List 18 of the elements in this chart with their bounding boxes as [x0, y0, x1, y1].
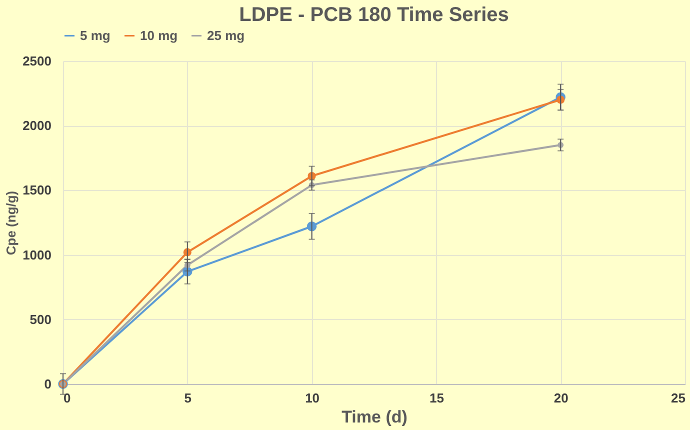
x-tick-label: 10: [305, 390, 320, 406]
y-tick-label: 500: [30, 312, 52, 327]
x-tick-label: 0: [64, 390, 71, 406]
y-tick-label: 1500: [22, 182, 52, 198]
legend-label: 25 mg: [207, 28, 245, 43]
x-axis-title: Time (d): [342, 408, 408, 426]
y-axis-title: Cpe (ng/g): [4, 190, 19, 256]
x-tick-label: 20: [554, 390, 568, 406]
y-tick-label: 0: [44, 376, 52, 392]
legend-label: 5 mg: [80, 28, 110, 43]
legend-label: 10 mg: [140, 28, 178, 43]
y-tick-label: 2000: [22, 118, 52, 134]
x-tick-label: 5: [184, 390, 192, 406]
chart-title: LDPE - PCB 180 Time Series: [239, 4, 509, 26]
x-tick-label: 15: [429, 390, 444, 406]
y-tick-label: 1000: [22, 247, 52, 262]
x-tick-label: 25: [671, 390, 686, 406]
y-tick-label: 2500: [22, 54, 52, 68]
